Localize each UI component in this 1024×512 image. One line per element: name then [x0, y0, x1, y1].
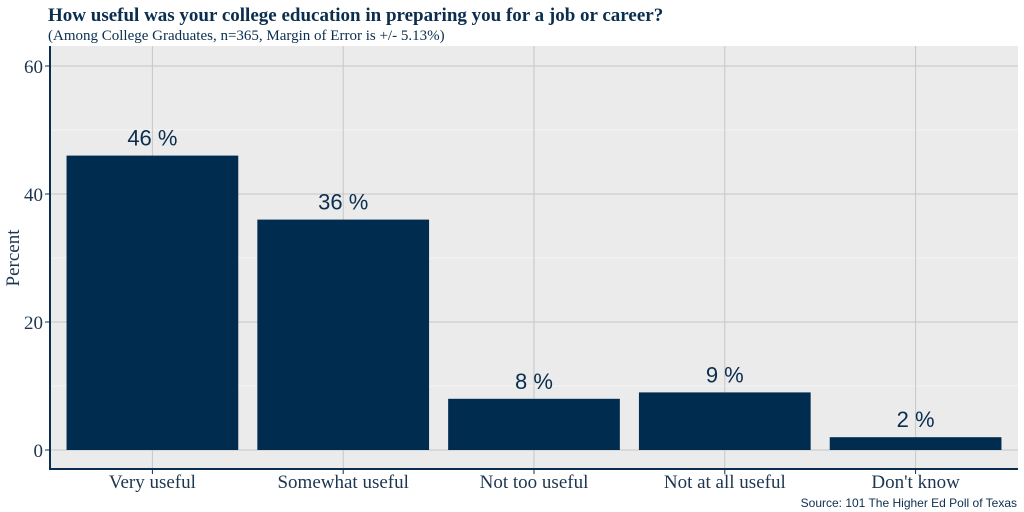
y-axis-ticks: 0 20 40 60 — [24, 57, 50, 462]
bar — [257, 219, 430, 450]
data-labels: 46 % 36 % 8 % 9 % 2 % — [127, 126, 934, 433]
y-axis-title: Percent — [3, 229, 24, 287]
x-tick-label: Very useful — [109, 472, 196, 493]
chart-subtitle: (Among College Graduates, n=365, Margin … — [48, 28, 445, 44]
y-tick-label: 60 — [24, 57, 43, 78]
bar-value-label: 36 % — [318, 190, 368, 215]
bar-value-label: 9 % — [706, 362, 744, 387]
y-tick-label: 20 — [24, 313, 43, 334]
bar — [66, 155, 239, 450]
bar — [448, 398, 620, 450]
x-tick-label: Not at all useful — [664, 472, 786, 493]
bar-value-label: 2 % — [897, 407, 935, 432]
x-tick-label: Not too useful — [480, 472, 589, 493]
bar-value-label: 8 % — [515, 369, 553, 394]
x-tick-label: Don't know — [871, 472, 960, 493]
x-tick-label: Somewhat useful — [277, 472, 408, 493]
bar — [638, 392, 811, 450]
bar-value-label: 46 % — [127, 126, 177, 151]
y-tick-label: 0 — [34, 441, 44, 462]
source-note: Source: 101 The Higher Ed Poll of Texas — [801, 496, 1017, 510]
bars — [66, 155, 1002, 450]
chart-title: How useful was your college education in… — [48, 5, 663, 26]
x-axis-ticks: Very useful Somewhat useful Not too useful… — [109, 469, 960, 493]
y-tick-label: 40 — [24, 185, 43, 206]
bar — [829, 437, 1002, 450]
